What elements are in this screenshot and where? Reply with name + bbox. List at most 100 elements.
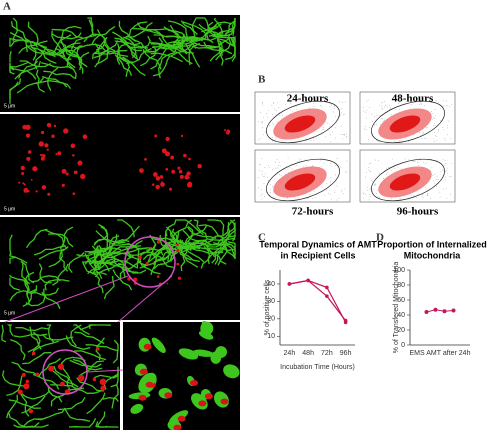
flow-event [446,187,447,189]
flow-event [308,107,310,109]
flow-event [313,140,315,141]
flow-event [272,137,273,139]
mito-strand [191,17,201,35]
x-axis-label: Incubation Time (Hours) [280,364,355,371]
mito-dot [127,258,129,261]
flow-event [262,104,263,106]
mito-strand [2,370,24,387]
mito-strand [172,231,192,252]
flow-event [276,121,278,123]
mito-dot [35,372,40,377]
flow-event [344,113,345,115]
mito-strand [7,324,14,337]
mito-dot [179,174,184,179]
mito-dot [177,166,181,170]
flow-event [389,104,390,106]
flow-event [375,183,377,185]
mito-strand [91,245,99,270]
mito-dot [72,192,76,196]
mito-blob [169,410,189,424]
flow-event [312,198,314,200]
flow-event [339,108,341,110]
series-point [343,318,348,323]
mito-strand [31,46,57,64]
flow-event [313,106,315,108]
flow-event [399,140,401,142]
micro-panel-3 [0,217,240,320]
mito-strand [225,18,236,35]
mito-blob [143,343,152,350]
flow-event [446,170,448,172]
flow-event [312,138,314,140]
mito-strand [114,54,133,77]
flow-event [279,165,281,167]
flow-density [389,173,421,191]
mito-blob [220,398,229,405]
mito-dot [156,240,161,244]
mito-strand [118,20,137,43]
flow-event [260,163,261,165]
flow-event [273,116,274,118]
mito-strand [217,31,223,56]
flow-event [279,115,281,116]
mito-dot [226,129,231,134]
flow-event [372,189,374,190]
mito-strand [95,230,123,246]
flow-event [346,136,348,138]
flow-event [331,104,333,106]
mito-blob [193,349,214,357]
mito-strand [170,38,194,57]
flow-event [267,116,268,118]
flow-event [439,196,441,198]
mito-strand [9,234,13,255]
chart-title: Proportion of Internalized [377,239,487,249]
chart-title: Temporal Dynamics of AMT [259,239,377,249]
mito-strand [186,226,217,240]
mito-strand [127,35,151,49]
flow-event [444,139,446,141]
mito-dot [159,175,164,179]
mito-strand [52,370,79,388]
flow-event [363,128,365,130]
flow-event [370,195,372,197]
flow-event [375,124,377,125]
flow-gate [266,158,340,202]
flow-event [326,183,328,185]
flow-event [434,132,435,134]
flow-event [330,180,332,182]
flow-event [297,138,299,140]
mito-strand [210,222,230,241]
mito-strand [102,396,119,402]
flow-event [446,124,448,126]
flow-event [340,112,342,113]
flow-event [297,197,299,199]
flow-event [447,167,449,169]
flow-event [424,138,426,139]
flow-event [263,134,264,136]
flow-event [346,172,348,173]
y-tick-label: 60 [397,297,405,304]
mito-dot [155,184,160,190]
mito-strand [30,275,61,283]
flow-event [417,162,419,164]
flow-event [298,158,300,160]
flow-label: 72-hours [292,206,334,218]
mito-strand [6,394,19,419]
mito-dot [27,150,32,154]
mito-strand [87,256,103,279]
mito-dot [170,155,175,160]
flow-gate [371,100,445,144]
mito-dot [40,130,45,135]
flow-event [266,113,267,114]
flow-event [321,106,323,108]
flow-event [265,191,267,193]
flow-event [434,174,436,176]
flow-event [268,165,270,167]
flow-event [372,190,374,192]
y-tick-label: 40 [267,281,275,288]
mito-strand [41,62,75,70]
mito-strand [92,36,108,60]
flow-event [447,134,449,136]
flow-event [368,138,369,140]
mito-strand [161,42,195,50]
